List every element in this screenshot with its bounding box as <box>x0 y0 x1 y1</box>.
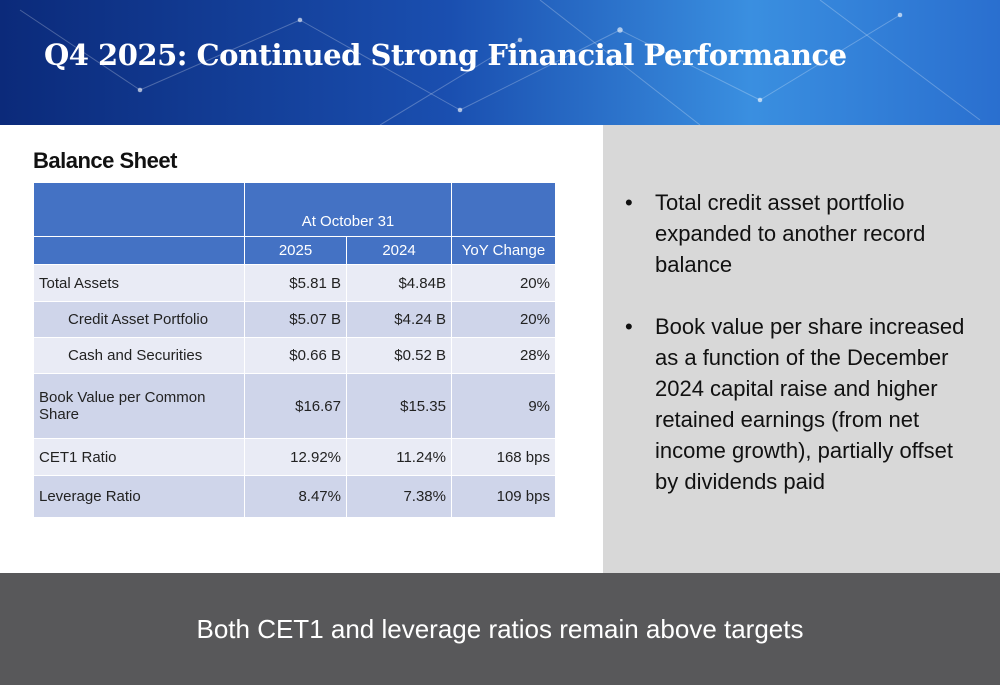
cell: 7.38% <box>346 475 452 518</box>
row-label: Leverage Ratio <box>33 475 245 518</box>
cell: 109 bps <box>451 475 556 518</box>
cell: 20% <box>451 264 556 302</box>
cell: $5.07 B <box>244 301 347 338</box>
row-label: Credit Asset Portfolio <box>33 301 245 338</box>
cell: 12.92% <box>244 438 347 476</box>
cell: $5.81 B <box>244 264 347 302</box>
cell: 11.24% <box>346 438 452 476</box>
cell: 8.47% <box>244 475 347 518</box>
cell: $0.66 B <box>244 337 347 374</box>
network-pattern <box>19 0 981 125</box>
cell: 168 bps <box>451 438 556 476</box>
bullet-list: Total credit asset portfolio expanded to… <box>625 187 970 528</box>
cell: $4.24 B <box>346 301 452 338</box>
balance-table: At October 31 2025 2024 YoY Change Total A… <box>33 182 556 518</box>
bullet: Book value per share increased as a func… <box>625 311 970 497</box>
group-header: At October 31 <box>244 182 452 237</box>
header-band: Q4 2025: Continued Strong Financial Perf… <box>0 0 1000 125</box>
cell: 28% <box>451 337 556 374</box>
bullet-panel: Total credit asset portfolio expanded to… <box>603 125 1000 573</box>
column-header: YoY Change <box>451 236 556 265</box>
cell: $0.52 B <box>346 337 452 374</box>
slide-title: Q4 2025: Continued Strong Financial Perf… <box>44 38 847 72</box>
column-header: 2024 <box>346 236 452 265</box>
row-label: Book Value per Common Share <box>33 373 245 439</box>
cell: 20% <box>451 301 556 338</box>
cell: $4.84B <box>346 264 452 302</box>
bullet: Total credit asset portfolio expanded to… <box>625 187 970 280</box>
table-title: Balance Sheet <box>33 148 177 173</box>
column-header: 2025 <box>244 236 347 265</box>
cell: $16.67 <box>244 373 347 439</box>
row-label: CET1 Ratio <box>33 438 245 476</box>
footer: Both CET1 and leverage ratios remain abo… <box>0 573 1000 685</box>
cell: 9% <box>451 373 556 439</box>
cell: $15.35 <box>346 373 452 439</box>
row-label: Total Assets <box>33 264 245 302</box>
row-label: Cash and Securities <box>33 337 245 374</box>
